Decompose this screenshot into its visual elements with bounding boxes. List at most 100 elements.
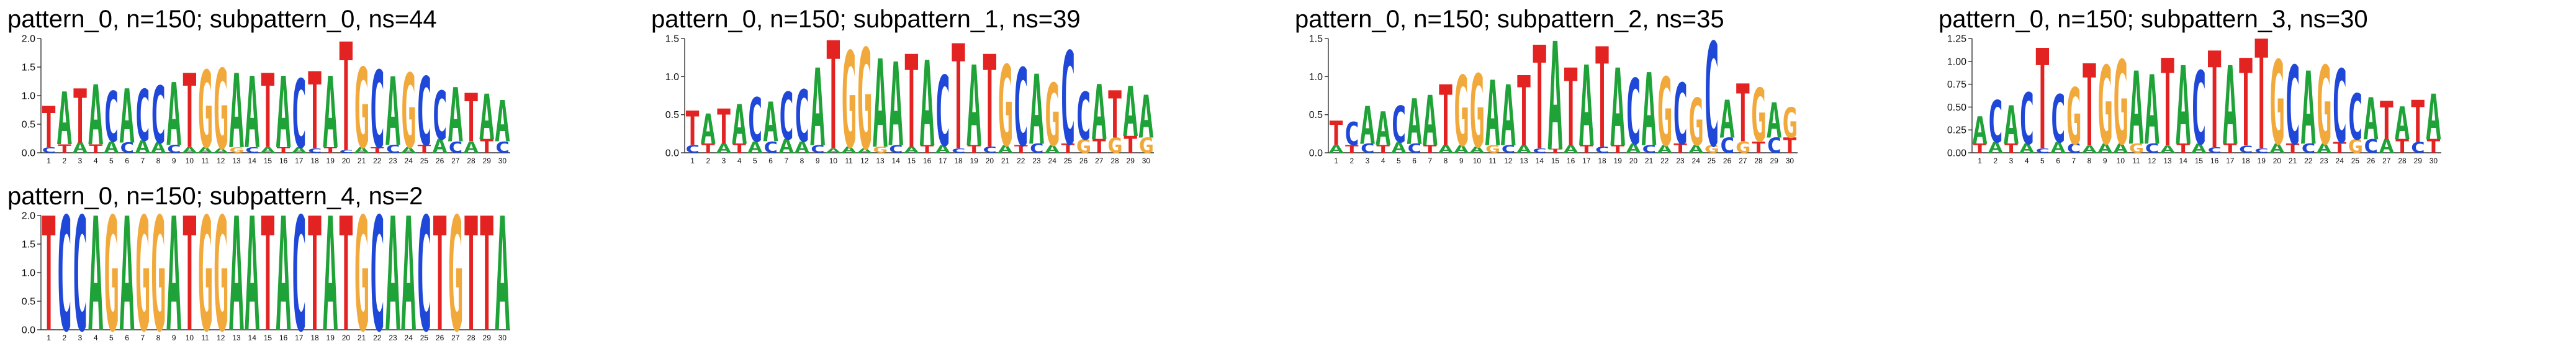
- x-axis-tick-label: 7: [1428, 157, 1432, 165]
- logo-letter-A: A: [182, 146, 197, 155]
- logo-letter-T: T: [951, 35, 966, 170]
- x-axis-tick-label: 4: [94, 334, 98, 342]
- x-axis-tick-label: 20: [1629, 157, 1638, 165]
- logo-letter-A: A: [1091, 70, 1107, 158]
- logo-letter-C: C: [151, 71, 166, 161]
- logo-letter-T: T: [1013, 143, 1029, 155]
- x-axis-tick-label: 13: [2163, 157, 2172, 165]
- logo-letter-C: C: [1767, 134, 1782, 158]
- logo-letter-A: A: [401, 212, 417, 347]
- x-axis-tick-label: 20: [986, 157, 994, 165]
- logo-letter-C: C: [1500, 143, 1516, 155]
- x-axis-tick-label: 27: [1095, 157, 1104, 165]
- x-axis-tick-label: 11: [201, 157, 209, 165]
- logo-letter-T: T: [307, 51, 323, 170]
- x-axis-tick-label: 13: [232, 334, 241, 342]
- logo-letter-T: T: [182, 212, 197, 347]
- logo-letter-A: A: [966, 43, 982, 170]
- logo-letter-C: C: [385, 143, 401, 155]
- logo-letter-A: A: [888, 39, 904, 170]
- logo-letter-A: A: [385, 58, 401, 168]
- logo-letter-A: A: [1657, 143, 1672, 155]
- logo-letter-C: C: [810, 143, 826, 155]
- logo-letter-G: G: [448, 212, 463, 347]
- x-axis-tick-label: 3: [78, 334, 83, 342]
- logo-letter-T: T: [276, 146, 291, 155]
- logo-letter-A: A: [795, 138, 810, 157]
- logo-letter-A: A: [826, 147, 841, 155]
- logo-letter-C: C: [448, 138, 463, 157]
- logo-letter-C: C: [1595, 145, 1610, 155]
- logo-letter-C: C: [935, 56, 950, 168]
- x-axis-tick-label: 28: [467, 157, 475, 165]
- logo-letter-A: A: [935, 143, 950, 155]
- x-axis-tick-label: 28: [1110, 157, 1119, 165]
- logo-title: pattern_0, n=150; subpattern_4, ns=2: [7, 183, 423, 210]
- logo-letter-C: C: [1704, 35, 1719, 170]
- x-axis-tick-label: 25: [2351, 157, 2360, 165]
- x-axis-tick-label: 18: [2241, 157, 2250, 165]
- logo-letter-A: A: [1438, 143, 1454, 155]
- logo-letter-T: T: [56, 142, 72, 155]
- logo-letter-A: A: [291, 146, 307, 155]
- x-axis-tick-label: 14: [892, 157, 901, 165]
- x-axis-tick-label: 18: [310, 157, 319, 165]
- logo-letter-G: G: [1735, 138, 1750, 157]
- x-axis-tick-label: 21: [1645, 157, 1654, 165]
- logo-panel-1: pattern_0, n=150; subpattern_1, ns=39 0.0…: [644, 0, 1287, 184]
- logo-letter-C: C: [245, 146, 260, 155]
- x-axis-tick-label: 2: [1993, 157, 1997, 165]
- logo-letter-A: A: [229, 53, 245, 170]
- logo-letter-A: A: [88, 69, 104, 165]
- logo-letter-A: A: [2160, 144, 2176, 156]
- logo-letter-T: T: [2426, 135, 2441, 158]
- logo-letter-T: T: [2176, 141, 2191, 156]
- x-axis-tick-label: 29: [483, 157, 492, 165]
- logo-letter-C: C: [369, 212, 385, 347]
- x-axis-tick-label: 25: [1708, 157, 1716, 165]
- x-axis-tick-label: 28: [467, 334, 475, 342]
- y-axis-tick-label: 0.75: [1947, 79, 1966, 90]
- logo-letter-T: T: [464, 81, 479, 158]
- x-axis-tick-label: 8: [2087, 157, 2092, 165]
- logo-letter-A: A: [1719, 89, 1735, 150]
- logo-letter-G: G: [841, 35, 857, 170]
- x-axis-tick-label: 16: [279, 334, 288, 342]
- logo-letter-T: T: [2207, 35, 2222, 170]
- logo-letter-A: A: [1360, 96, 1376, 157]
- logo-letter-T: T: [1376, 143, 1391, 155]
- logo-letter-A: A: [1500, 69, 1516, 165]
- x-axis-tick-label: 15: [2195, 157, 2204, 165]
- logo-letter-G: G: [354, 212, 369, 347]
- logo-letter-A: A: [1469, 145, 1485, 155]
- logo-panel-0: pattern_0, n=150; subpattern_0, ns=44 0.0…: [0, 0, 644, 186]
- logo-letter-G: G: [1076, 135, 1091, 158]
- x-axis-tick-label: 24: [1048, 157, 1057, 165]
- logo-letter-A: A: [135, 137, 150, 157]
- x-axis-tick-label: 21: [1001, 157, 1010, 165]
- logo-letter-C: C: [951, 147, 966, 155]
- logo-letter-A: A: [2395, 97, 2410, 150]
- x-axis-tick-label: 18: [954, 157, 963, 165]
- logo-letter-T: T: [1578, 143, 1594, 155]
- logo-letter-G: G: [2128, 141, 2144, 156]
- logo-letter-C: C: [2019, 79, 2035, 161]
- logo-letter-T: T: [2004, 141, 2019, 156]
- logo-letter-T: T: [73, 75, 88, 161]
- logo-letter-T: T: [2035, 35, 2050, 170]
- logo-letter-G: G: [2066, 72, 2081, 162]
- x-axis-tick-label: 21: [358, 157, 366, 165]
- logo-letter-T: T: [1610, 143, 1626, 155]
- x-axis-tick-label: 30: [1786, 157, 1795, 165]
- logo-letter-A: A: [354, 146, 369, 155]
- x-axis-tick-label: 24: [2336, 157, 2344, 165]
- x-axis-tick-label: 19: [1614, 157, 1623, 165]
- logo-letter-T: T: [1422, 143, 1438, 155]
- logo-letter-A: A: [104, 138, 119, 157]
- logo-letter-A: A: [2113, 141, 2128, 156]
- logo-letter-A: A: [276, 57, 291, 170]
- logo-letter-C: C: [778, 79, 794, 155]
- x-axis-tick-label: 11: [1488, 157, 1497, 165]
- logo-letter-T: T: [2222, 141, 2238, 156]
- x-axis-tick-label: 1: [47, 334, 51, 342]
